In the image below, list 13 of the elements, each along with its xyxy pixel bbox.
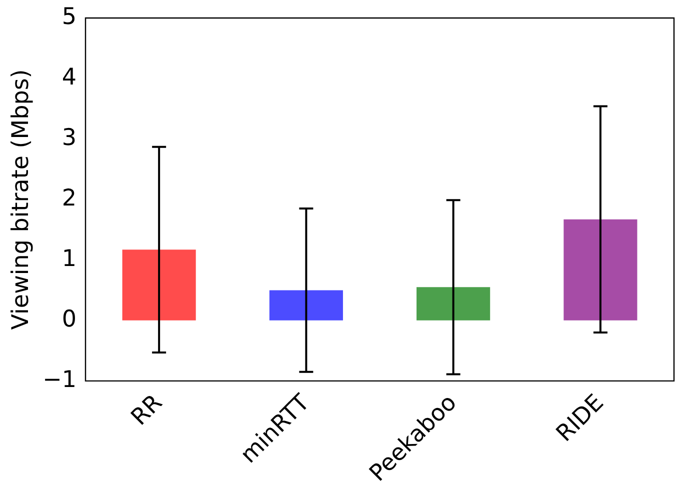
bar <box>564 219 638 320</box>
y-tick-label: 1 <box>62 246 77 272</box>
y-tick-label: 0 <box>62 306 77 332</box>
x-tick-label: RR <box>126 390 168 431</box>
y-tick-label: 5 <box>62 4 77 30</box>
bar <box>269 290 343 320</box>
y-tick-label: 4 <box>62 64 77 90</box>
y-tick-label: 2 <box>62 185 77 212</box>
y-tick-label: −1 <box>42 366 77 393</box>
y-axis-title: Viewing bitrate (Mbps) <box>8 69 34 330</box>
bar <box>122 250 196 320</box>
bar <box>416 287 490 320</box>
y-tick-label: 3 <box>62 124 77 151</box>
